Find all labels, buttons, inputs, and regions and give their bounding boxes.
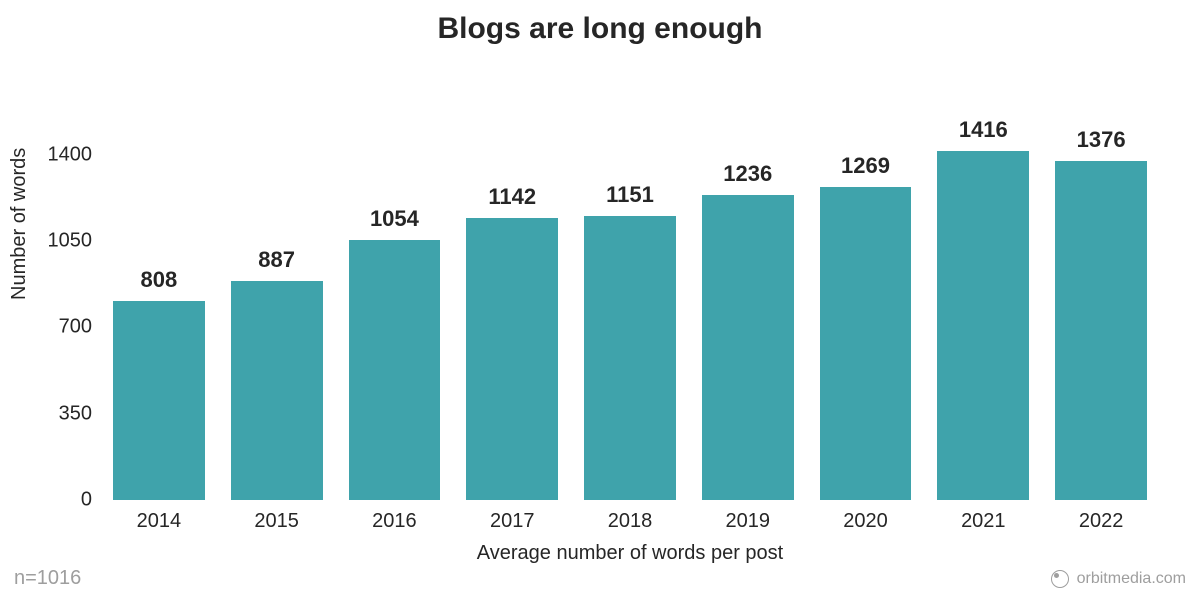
brand-attribution: orbitmedia.com	[1051, 570, 1186, 588]
bar-group: 8872015	[231, 130, 323, 500]
x-tick-label: 2014	[137, 510, 182, 533]
bar	[584, 216, 676, 500]
x-tick-label: 2020	[843, 510, 888, 533]
bar-group: 14162021	[937, 130, 1029, 500]
x-tick-label: 2017	[490, 510, 535, 533]
bar	[1055, 161, 1147, 500]
y-tick-label: 0	[81, 489, 92, 512]
bar-group: 8082014	[113, 130, 205, 500]
bar	[937, 151, 1029, 500]
y-axis-label: Number of words	[8, 148, 31, 300]
bar	[231, 281, 323, 500]
bar-value-label: 887	[258, 247, 295, 273]
y-tick-label: 700	[59, 316, 92, 339]
bar-group: 12362019	[702, 130, 794, 500]
bar-value-label: 1142	[488, 184, 536, 210]
orbit-icon	[1051, 570, 1069, 588]
x-tick-label: 2022	[1079, 510, 1124, 533]
bar-group: 11512018	[584, 130, 676, 500]
bar-value-label: 808	[141, 267, 178, 293]
y-tick-label: 1050	[48, 230, 93, 253]
x-tick-label: 2021	[961, 510, 1006, 533]
bar-group: 11422017	[466, 130, 558, 500]
x-tick-label: 2016	[372, 510, 417, 533]
bar	[820, 187, 912, 500]
y-tick-label: 350	[59, 402, 92, 425]
bar-value-label: 1151	[606, 182, 654, 208]
bar	[113, 301, 205, 500]
bar-group: 13762022	[1055, 130, 1147, 500]
x-tick-label: 2019	[726, 510, 771, 533]
bar-value-label: 1054	[370, 206, 419, 232]
sample-size-note: n=1016	[14, 567, 81, 590]
chart-plot-area: 8082014 8872015 10542016 11422017 11512018 12…	[100, 130, 1160, 500]
bar-value-label: 1236	[723, 161, 772, 187]
bar	[466, 218, 558, 500]
bar	[349, 240, 441, 500]
bar-group: 10542016	[349, 130, 441, 500]
x-tick-label: 2015	[254, 510, 299, 533]
bar-value-label: 1416	[959, 117, 1008, 143]
x-axis-label: Average number of words per post	[100, 542, 1160, 565]
bar	[702, 195, 794, 500]
brand-text: orbitmedia.com	[1077, 570, 1186, 588]
x-tick-label: 2018	[608, 510, 653, 533]
y-tick-label: 1400	[48, 143, 93, 166]
bar-group: 12692020	[820, 130, 912, 500]
chart-title: Blogs are long enough	[0, 12, 1200, 46]
bar-value-label: 1269	[841, 153, 890, 179]
bar-value-label: 1376	[1077, 127, 1126, 153]
